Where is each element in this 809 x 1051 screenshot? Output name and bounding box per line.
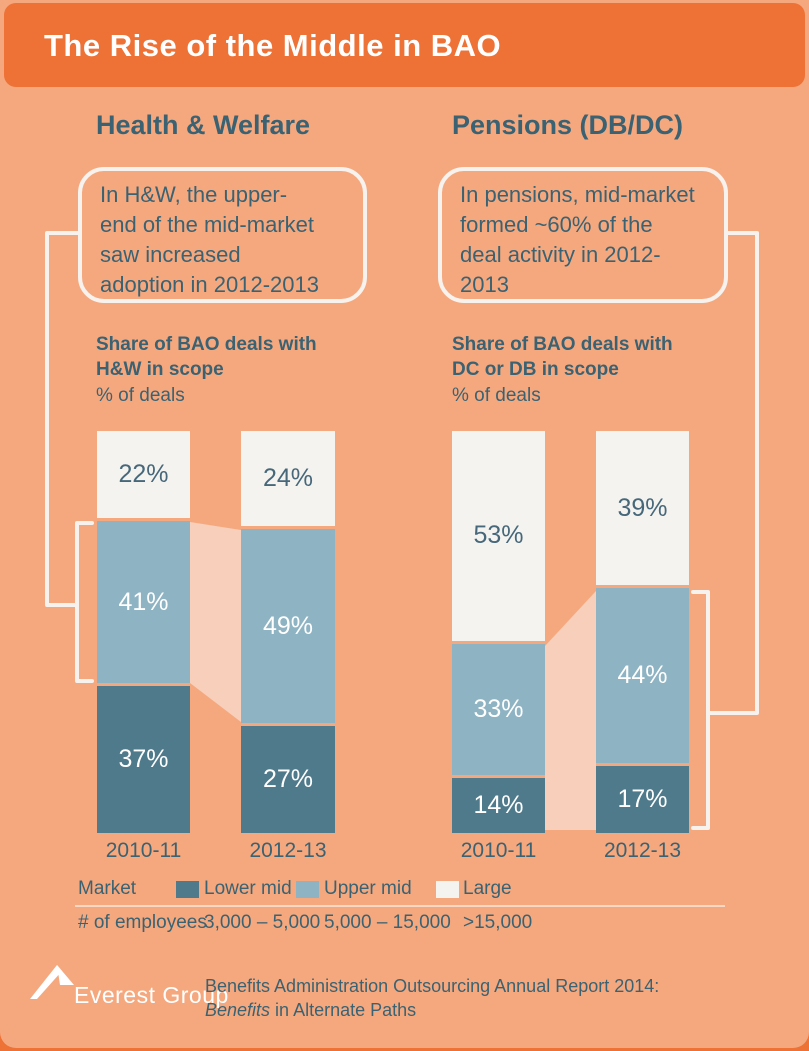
bar-segment-large: 39% xyxy=(596,431,689,586)
legend-range-lower-mid: 3,000 – 5,000 xyxy=(204,912,321,933)
bar-segment-lower-mid: 27% xyxy=(241,726,335,834)
section-heading-hw: Health & Welfare xyxy=(96,110,311,140)
axis-label-pensions-2012-13: 2012-13 xyxy=(603,839,682,862)
stacked-bar-hw-2012-13: 24% 49% 27% xyxy=(241,431,335,834)
header-bar: The Rise of the Middle in BAO xyxy=(4,3,805,87)
everest-group-logo-text: Everest Group xyxy=(74,982,229,1008)
axis-label-pensions-2010-11: 2010-11 xyxy=(460,839,537,862)
bar-segment-lower-mid: 14% xyxy=(452,777,545,833)
bar-segment-large: 53% xyxy=(452,431,545,641)
legend-divider xyxy=(75,905,725,907)
bar-segment-upper-mid: 41% xyxy=(97,521,190,684)
bar-segment-upper-mid: 49% xyxy=(241,529,335,724)
bar-segment-value: 44% xyxy=(617,661,668,690)
legend-swatch-large xyxy=(436,881,459,898)
stacked-bar-pensions-2010-11: 53% 33% 14% xyxy=(452,431,545,833)
source-text: Benefits Administration Outsourcing Annu… xyxy=(205,974,659,1022)
bar-segment-value: 41% xyxy=(118,587,169,616)
callout-hw: In H&W, the upper- end of the mid-market… xyxy=(78,167,367,303)
chart-unit-pensions: % of deals xyxy=(452,385,541,406)
bar-segment-large: 22% xyxy=(97,431,190,519)
callout-pensions-text: In pensions, mid-market formed ~60% of t… xyxy=(460,182,695,297)
source-line-2-italic: Benefits xyxy=(205,1000,271,1020)
legend-range-large: >15,000 xyxy=(463,912,533,933)
stacked-bar-pensions-2012-13: 39% 44% 17% xyxy=(596,431,689,833)
legend-employees-label: # of employees xyxy=(78,912,207,933)
legend-swatch-lower-mid xyxy=(176,881,199,898)
legend-market-label: Market xyxy=(78,878,137,899)
chart-subtitle-pensions: Share of BAO deals with DC or DB in scop… xyxy=(452,332,732,408)
bar-segment-value: 33% xyxy=(473,694,524,723)
everest-group-logo-icon xyxy=(30,965,74,999)
chart-subtitle-hw: Share of BAO deals with H&W in scope % o… xyxy=(96,332,376,408)
stacked-bar-hw-2010-11: 22% 41% 37% xyxy=(97,431,190,833)
legend-label-lower-mid: Lower mid xyxy=(204,878,292,899)
bar-segment-value: 27% xyxy=(262,765,314,794)
axis-label-hw-2012-13: 2012-13 xyxy=(249,839,327,862)
bar-segment-lower-mid: 37% xyxy=(97,686,190,833)
legend-label-upper-mid: Upper mid xyxy=(324,878,412,899)
bar-segment-value: 37% xyxy=(118,745,169,774)
source-line-2: Benefits in Alternate Paths xyxy=(205,998,659,1022)
source-line-1: Benefits Administration Outsourcing Annu… xyxy=(205,976,660,996)
chart-unit-hw: % of deals xyxy=(96,385,185,406)
callout-pensions: In pensions, mid-market formed ~60% of t… xyxy=(438,167,728,303)
bar-segment-upper-mid: 33% xyxy=(452,643,545,775)
bar-segment-value: 24% xyxy=(262,464,314,493)
bar-segment-lower-mid: 17% xyxy=(596,765,689,833)
chart-title-pensions: Share of BAO deals with DC or DB in scop… xyxy=(452,334,673,380)
bar-segment-value: 14% xyxy=(473,790,524,819)
bar-segment-upper-mid: 44% xyxy=(596,588,689,763)
bar-segment-value: 49% xyxy=(262,611,314,640)
section-heading-pensions: Pensions (DB/DC) xyxy=(452,110,684,140)
bar-segment-value: 53% xyxy=(473,521,524,550)
bar-segment-value: 39% xyxy=(617,493,668,522)
page-title: The Rise of the Middle in BAO xyxy=(44,28,502,63)
source-line-2-rest: in Alternate Paths xyxy=(270,1000,417,1020)
axis-label-hw-2010-11: 2010-11 xyxy=(105,839,182,862)
legend-swatch-upper-mid xyxy=(296,881,319,898)
legend-range-upper-mid: 5,000 – 15,000 xyxy=(324,912,451,933)
bar-segment-value: 22% xyxy=(118,460,169,489)
bar-segment-value: 17% xyxy=(617,784,668,813)
bar-segment-large: 24% xyxy=(241,431,335,527)
callout-hw-text: In H&W, the upper- end of the mid-market… xyxy=(100,182,319,297)
legend-label-large: Large xyxy=(463,878,512,899)
chart-title-hw: Share of BAO deals with H&W in scope xyxy=(96,334,317,380)
